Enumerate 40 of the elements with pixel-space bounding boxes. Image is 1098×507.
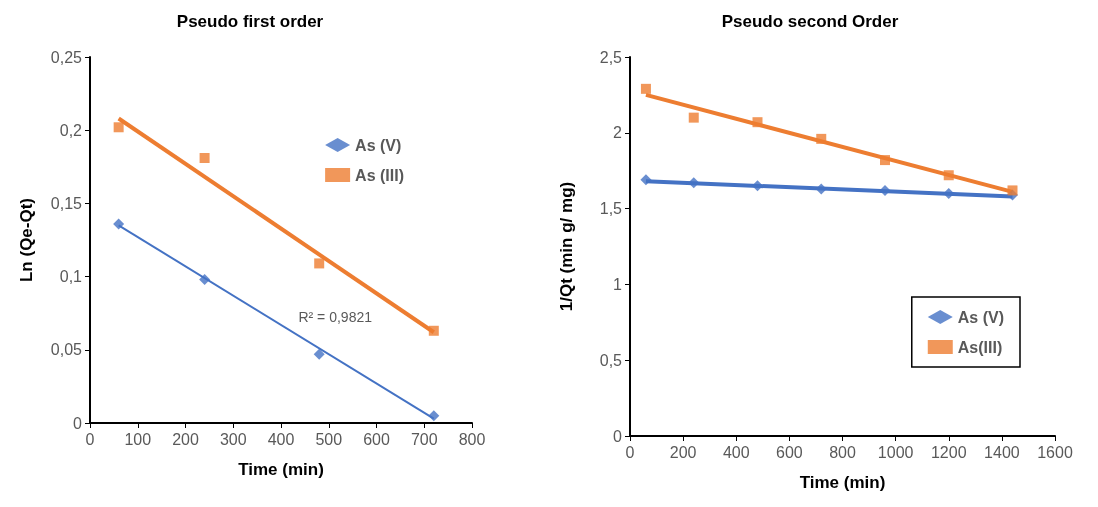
legend-label: As (III): [355, 166, 404, 184]
x-tick-label: 800: [829, 443, 856, 461]
x-tick-label: 500: [315, 430, 343, 448]
y-tick-label: 0,05: [50, 341, 83, 359]
x-tick-label: 200: [669, 443, 697, 461]
x-tick-label: 100: [124, 430, 152, 448]
y-tick-label: 0,2: [59, 121, 83, 139]
x-tick-label: 300: [219, 430, 247, 448]
x-tick-label: 1200: [930, 443, 967, 461]
x-axis-title: Time (min): [238, 460, 324, 479]
y-tick-label: 0,15: [50, 194, 83, 212]
y-tick-label: 1: [613, 275, 623, 293]
y-tick-label: 0,5: [599, 351, 623, 369]
x-tick-label: 1600: [1037, 443, 1073, 461]
x-tick-label: 700: [410, 430, 438, 448]
x-tick-label: 600: [363, 430, 390, 448]
chart-title: Pseudo first order: [176, 12, 324, 31]
x-tick-label: 400: [722, 443, 750, 461]
y-tick-label: 0,1: [59, 268, 83, 286]
y-tick-label: 2: [613, 124, 623, 142]
chart-title: Pseudo second Order: [721, 12, 899, 31]
y-tick-label: 0: [73, 414, 83, 432]
x-tick-label: 1400: [984, 443, 1020, 461]
x-tick-label: 800: [458, 430, 486, 448]
legend-label: As (V): [957, 308, 1005, 326]
x-axis-title: Time (min): [799, 473, 886, 492]
x-tick-label: 0: [85, 430, 95, 448]
y-tick-label: 1,5: [599, 200, 623, 218]
legend-label: As (V): [355, 136, 402, 154]
x-tick-label: 600: [776, 443, 803, 461]
annotation: R² = 0,9821: [298, 309, 373, 325]
y-axis-title: 1/Qt (min g/ mg): [557, 181, 576, 312]
y-axis-title: Ln (Qe-Qt): [17, 197, 36, 283]
x-tick-label: 1000: [877, 443, 914, 461]
y-tick-label: 0,25: [50, 48, 83, 66]
legend-label: As(III): [957, 338, 1003, 356]
y-tick-label: 2,5: [599, 48, 623, 66]
x-tick-label: 200: [172, 430, 199, 448]
x-tick-label: 400: [267, 430, 295, 448]
x-tick-label: 0: [625, 443, 635, 461]
